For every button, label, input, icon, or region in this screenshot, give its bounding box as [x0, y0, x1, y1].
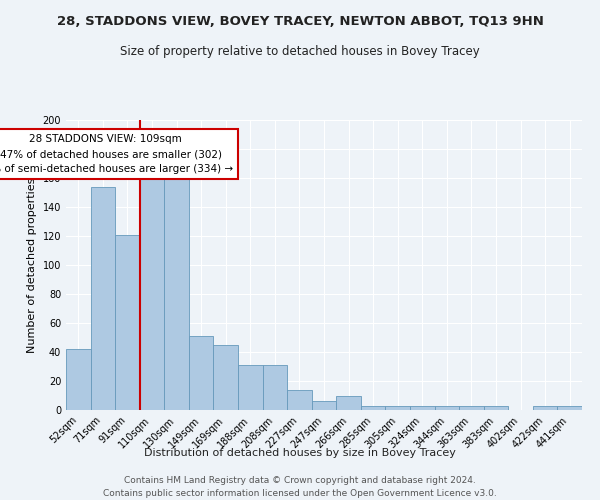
- Bar: [484, 406, 508, 410]
- Bar: [459, 406, 484, 410]
- Bar: [115, 234, 140, 410]
- Bar: [189, 336, 214, 410]
- Bar: [410, 406, 434, 410]
- Bar: [434, 406, 459, 410]
- Text: Contains HM Land Registry data © Crown copyright and database right 2024.
Contai: Contains HM Land Registry data © Crown c…: [103, 476, 497, 498]
- Bar: [66, 349, 91, 410]
- Bar: [91, 186, 115, 410]
- Bar: [336, 396, 361, 410]
- Y-axis label: Number of detached properties: Number of detached properties: [27, 178, 37, 352]
- Text: Size of property relative to detached houses in Bovey Tracey: Size of property relative to detached ho…: [120, 45, 480, 58]
- Bar: [385, 406, 410, 410]
- Bar: [164, 174, 189, 410]
- Text: 28, STADDONS VIEW, BOVEY TRACEY, NEWTON ABBOT, TQ13 9HN: 28, STADDONS VIEW, BOVEY TRACEY, NEWTON …: [56, 15, 544, 28]
- Bar: [557, 406, 582, 410]
- Bar: [287, 390, 312, 410]
- Text: 28 STADDONS VIEW: 109sqm
← 47% of detached houses are smaller (302)
52% of semi-: 28 STADDONS VIEW: 109sqm ← 47% of detach…: [0, 134, 233, 174]
- Bar: [533, 406, 557, 410]
- Bar: [238, 365, 263, 410]
- Bar: [361, 406, 385, 410]
- Text: Distribution of detached houses by size in Bovey Tracey: Distribution of detached houses by size …: [144, 448, 456, 458]
- Bar: [140, 174, 164, 410]
- Bar: [214, 345, 238, 410]
- Bar: [312, 402, 336, 410]
- Bar: [263, 365, 287, 410]
